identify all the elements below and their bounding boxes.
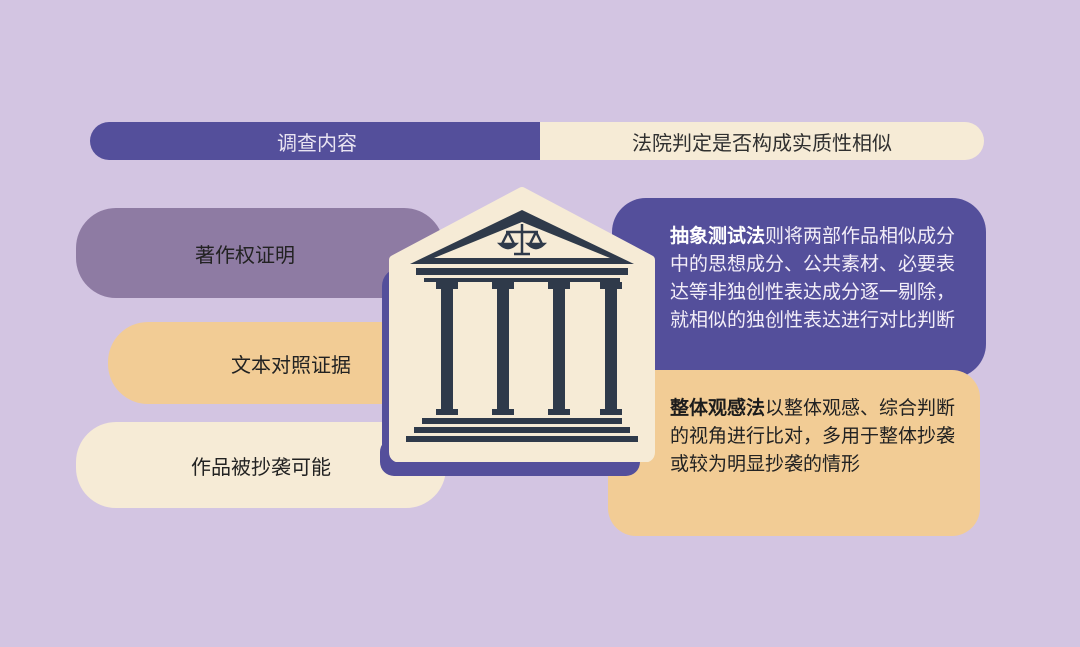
evidence-item-copyright-proof: 著作权证明 xyxy=(76,208,444,298)
evidence-label: 著作权证明 xyxy=(195,242,295,267)
method-keyword: 抽象测试法 xyxy=(670,225,766,247)
scales-of-justice-icon xyxy=(496,224,548,256)
courthouse-icon xyxy=(389,187,655,462)
method-description: 以整体观感、综合判断的视角进行比对，多用于整体抄袭或较为明显抄袭的情形 xyxy=(670,397,956,475)
evidence-label: 文本对照证据 xyxy=(231,352,351,377)
header-court-judgment: 法院判定是否构成实质性相似 xyxy=(540,122,984,160)
header-investigation-content: 调查内容 xyxy=(90,122,544,160)
method-card-overall-impression: 整体观感法以整体观感、综合判断的视角进行比对，多用于整体抄袭或较为明显抄袭的情形 xyxy=(608,370,980,536)
evidence-label: 作品被抄袭可能 xyxy=(191,454,331,479)
method-keyword: 整体观感法 xyxy=(670,397,766,419)
method-description: 则将两部作品相似成分中的思想成分、公共素材、必要表达等非独创性表达成分逐一剔除，… xyxy=(670,225,956,331)
method-card-abstraction-test: 抽象测试法则将两部作品相似成分中的思想成分、公共素材、必要表达等非独创性表达成分… xyxy=(612,198,986,378)
